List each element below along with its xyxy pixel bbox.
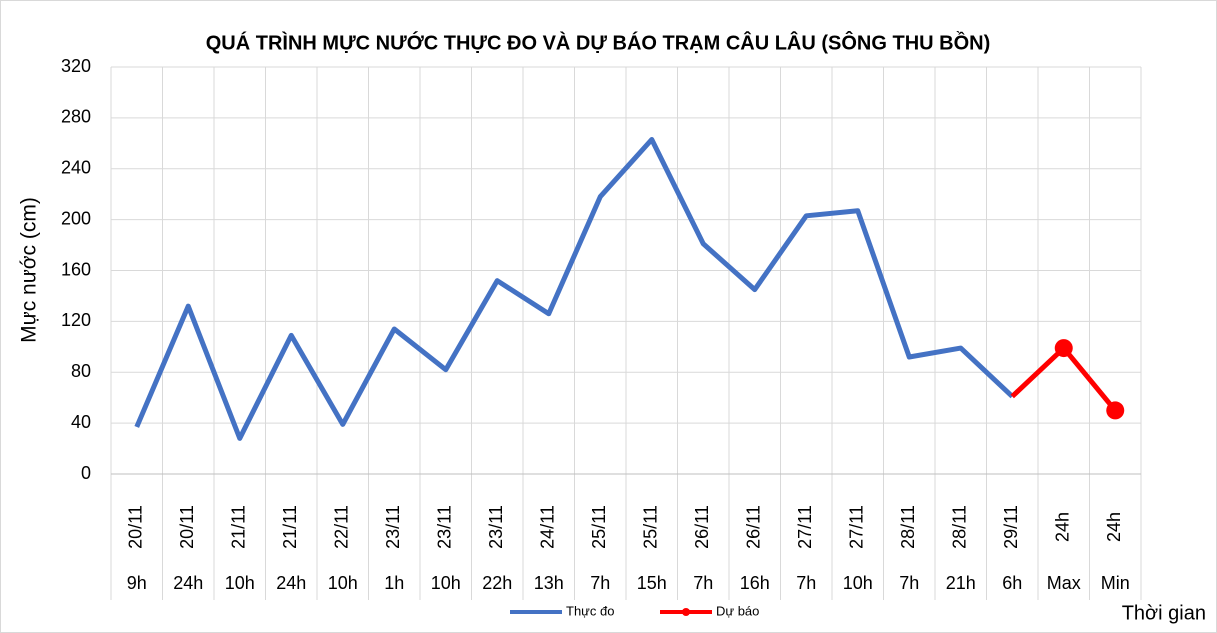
x-group-label: 25/11 xyxy=(589,505,609,549)
x-tick-label: 24h xyxy=(173,573,203,593)
x-tick-label: 10h xyxy=(843,573,873,593)
x-tick-label: 7h xyxy=(693,573,713,593)
x-group-label: 26/11 xyxy=(744,505,764,549)
x-group-label: 29/11 xyxy=(1001,505,1021,549)
y-tick-label: 80 xyxy=(71,361,91,381)
legend-label: Dự báo xyxy=(716,603,759,618)
x-group-label: 26/11 xyxy=(692,505,712,549)
x-tick-label: 7h xyxy=(796,573,816,593)
x-group-label: 20/11 xyxy=(126,505,146,549)
x-tick-label: 16h xyxy=(740,573,770,593)
x-group-label: 27/11 xyxy=(847,505,867,549)
legend-label: Thực đo xyxy=(566,603,614,618)
x-group-label: 24h xyxy=(1053,512,1073,542)
y-tick-label: 240 xyxy=(61,158,91,178)
x-group-label: 22/11 xyxy=(332,505,352,549)
x-tick-label: 7h xyxy=(899,573,919,593)
y-tick-label: 200 xyxy=(61,208,91,228)
x-tick-label: 10h xyxy=(431,573,461,593)
x-tick-label: Max xyxy=(1047,573,1081,593)
x-tick-label: 24h xyxy=(276,573,306,593)
chart-title: QUÁ TRÌNH MỰC NƯỚC THỰC ĐO VÀ DỰ BÁO TRẠ… xyxy=(206,30,991,54)
series-marker xyxy=(1106,401,1125,420)
legend-marker xyxy=(682,608,690,616)
x-group-label: 21/11 xyxy=(280,505,300,549)
y-tick-label: 160 xyxy=(61,259,91,279)
x-group-label: 20/11 xyxy=(177,505,197,549)
x-group-label: 28/11 xyxy=(898,505,918,549)
x-group-label: 27/11 xyxy=(795,505,815,549)
y-axis-label: Mực nước (cm) xyxy=(18,197,41,343)
x-group-label: 23/11 xyxy=(383,505,403,549)
series-marker xyxy=(1054,339,1073,358)
x-tick-label: 6h xyxy=(1002,573,1022,593)
x-tick-label: 15h xyxy=(637,573,667,593)
x-tick-label: 13h xyxy=(534,573,564,593)
x-tick-label: 9h xyxy=(127,573,147,593)
y-tick-label: 320 xyxy=(61,56,91,76)
x-group-label: 23/11 xyxy=(486,505,506,549)
y-tick-label: 280 xyxy=(61,107,91,127)
x-group-label: 24h xyxy=(1104,512,1124,542)
x-group-label: 25/11 xyxy=(641,505,661,549)
x-group-label: 28/11 xyxy=(950,505,970,549)
x-tick-label: 7h xyxy=(590,573,610,593)
x-group-label: 24/11 xyxy=(538,505,558,549)
x-group-label: 21/11 xyxy=(229,505,249,549)
y-tick-label: 40 xyxy=(71,412,91,432)
x-tick-label: 1h xyxy=(384,573,404,593)
x-tick-label: 10h xyxy=(225,573,255,593)
y-tick-label: 0 xyxy=(81,463,91,483)
series-line xyxy=(134,136,1014,441)
x-group-label: 23/11 xyxy=(435,505,455,549)
x-tick-label: Min xyxy=(1101,573,1130,593)
x-tick-label: 10h xyxy=(328,573,358,593)
x-tick-label: 21h xyxy=(946,573,976,593)
x-axis-label: Thời gian xyxy=(1122,602,1206,624)
y-tick-label: 120 xyxy=(61,310,91,330)
x-tick-label: 22h xyxy=(482,573,512,593)
